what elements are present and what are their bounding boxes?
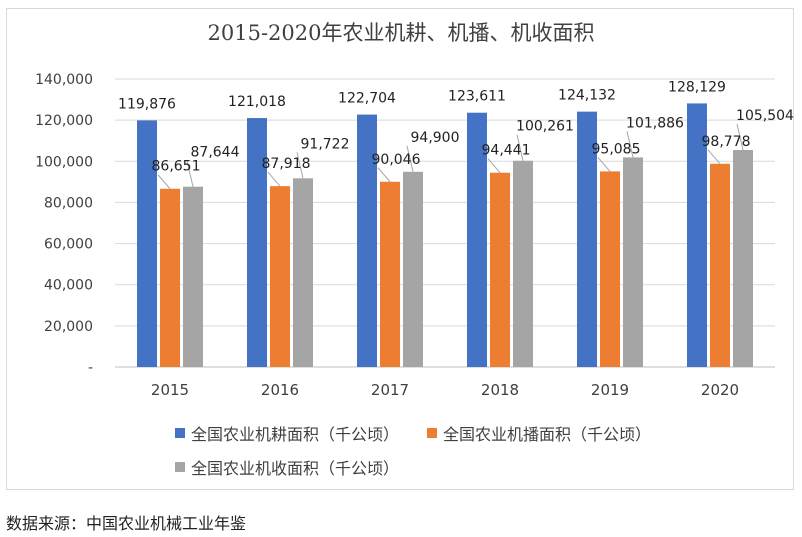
bar xyxy=(137,120,157,367)
bar-chart: - 20,000 40,000 60,000 80,000 100,000 120,000 1… xyxy=(35,72,794,399)
bar xyxy=(577,111,597,367)
legend-label-tillage: 全国农业机耕面积（千公顷） xyxy=(191,425,400,444)
x-tick-label: 2020 xyxy=(701,381,739,399)
legend-swatch-orange xyxy=(427,428,438,438)
bar xyxy=(247,118,267,368)
y-tick-label: 80,000 xyxy=(44,195,93,211)
x-tick-label: 2019 xyxy=(591,381,629,399)
leader-line xyxy=(296,152,304,179)
bar xyxy=(687,103,707,367)
source-note: 数据来源：中国农业机械工业年鉴 xyxy=(6,514,247,533)
bar xyxy=(623,157,643,367)
y-tick-label: 140,000 xyxy=(35,72,93,88)
bar xyxy=(710,163,730,367)
legend-label-harvest: 全国农业机收面积（千公顷） xyxy=(191,459,400,478)
leader-line xyxy=(186,160,194,187)
x-tick-label: 2015 xyxy=(151,381,189,399)
data-label: 90,046 xyxy=(372,152,421,168)
data-label: 98,778 xyxy=(702,134,751,150)
x-tick-label: 2018 xyxy=(481,381,519,399)
data-label: 121,018 xyxy=(228,94,286,110)
legend-item-tillage: 全国农业机耕面积（千公顷） xyxy=(175,421,399,445)
leader-line xyxy=(157,174,171,190)
data-label: 87,918 xyxy=(262,156,311,172)
leader-line xyxy=(516,134,524,161)
bar xyxy=(380,181,400,367)
legend-row-2: 全国农业机收面积（千公顷） xyxy=(175,455,427,479)
bar xyxy=(270,186,290,367)
data-label: 94,441 xyxy=(482,143,531,159)
legend-item-harvest: 全国农业机收面积（千公顷） xyxy=(175,455,399,479)
leader-line xyxy=(267,171,281,187)
leader-line xyxy=(406,145,414,172)
chart-frame: 2015-2020年农业机耕、机播、机收面积 - 20,000 40,000 60,0… xyxy=(6,8,794,490)
data-label: 101,886 xyxy=(626,115,684,131)
data-label: 91,722 xyxy=(301,136,350,152)
data-label: 119,876 xyxy=(118,96,176,112)
leader-line xyxy=(626,131,634,158)
legend-swatch-blue xyxy=(175,428,185,438)
leader-line xyxy=(736,123,744,151)
data-label: 86,651 xyxy=(152,159,201,175)
bar xyxy=(357,114,377,367)
bar xyxy=(403,171,423,367)
legend-item-sowing: 全国农业机播面积（千公顷） xyxy=(427,421,651,445)
leader-line xyxy=(707,149,721,165)
data-label: 100,261 xyxy=(516,119,574,135)
y-tick-label: - xyxy=(88,360,93,376)
bar xyxy=(183,186,203,367)
leader-line xyxy=(487,158,501,174)
legend-swatch-gray xyxy=(175,462,185,472)
chart-title: 2015-2020年农业机耕、机播、机收面积 xyxy=(207,21,595,45)
data-label: 123,611 xyxy=(448,89,506,105)
legend-label-sowing: 全国农业机播面积（千公顷） xyxy=(443,425,652,444)
legend-row-1: 全国农业机耕面积（千公顷） 全国农业机播面积（千公顷） xyxy=(175,421,679,445)
data-label: 95,085 xyxy=(592,141,641,157)
y-tick-label: 20,000 xyxy=(44,319,93,335)
data-label: 105,504 xyxy=(736,108,794,124)
data-label: 122,704 xyxy=(338,91,396,107)
bar xyxy=(513,160,533,367)
bar xyxy=(733,149,753,367)
leader-line xyxy=(377,167,391,183)
data-label: 124,132 xyxy=(558,88,616,104)
data-label: 94,900 xyxy=(411,130,460,146)
bar xyxy=(467,112,487,368)
bar xyxy=(160,188,180,367)
y-tick-label: 40,000 xyxy=(44,278,93,294)
y-tick-label: 120,000 xyxy=(35,113,93,129)
x-tick-label: 2016 xyxy=(261,381,299,399)
y-tick-label: 100,000 xyxy=(35,154,93,170)
bar xyxy=(600,171,620,367)
bar xyxy=(293,178,313,367)
x-tick-label: 2017 xyxy=(371,381,409,399)
bar xyxy=(490,172,510,367)
leader-line xyxy=(597,157,611,172)
y-tick-label: 60,000 xyxy=(44,237,93,253)
data-label: 128,129 xyxy=(668,79,726,95)
data-label: 87,644 xyxy=(191,145,240,161)
